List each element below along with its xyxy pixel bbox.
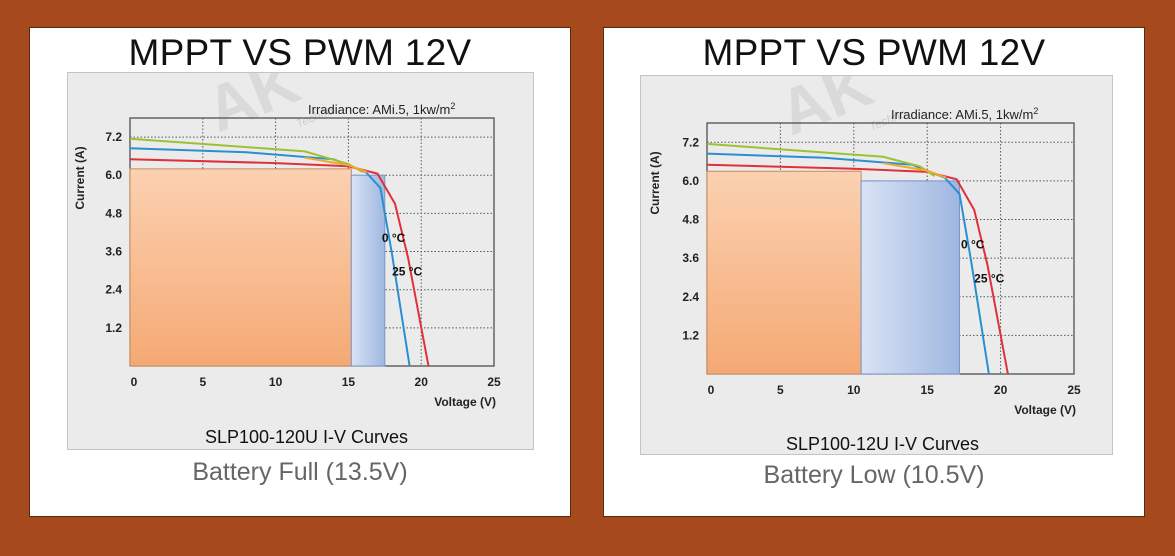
x-tick-label: 15 — [921, 383, 935, 397]
x-tick-label: 0 — [708, 383, 715, 397]
chart-caption: SLP100-12U I-V Curves — [786, 434, 979, 454]
y-tick-label: 6.0 — [682, 174, 699, 188]
chart-panel-right: MPPT VS PWM 12V AK Techno Irradiance: AMi.… — [603, 27, 1145, 517]
panel-title: MPPT VS PWM 12V — [128, 32, 472, 73]
x-tick-label: 20 — [994, 383, 1008, 397]
x-tick-label: 25 — [487, 375, 501, 389]
y-axis-label: Current (A) — [648, 151, 662, 214]
y-tick-label: 7.2 — [682, 135, 699, 149]
mppt-power-area — [350, 174, 386, 367]
pwm-power-area — [706, 170, 862, 375]
y-tick-label: 6.0 — [105, 168, 122, 182]
watermark: AK — [196, 73, 309, 146]
curve-annotation: 25 °C — [392, 264, 422, 278]
y-tick-label: 4.8 — [682, 213, 699, 227]
curve-annotation: 0 °C — [382, 231, 406, 245]
mppt-power-area — [860, 180, 960, 375]
x-tick-label: 15 — [342, 375, 356, 389]
curve-annotation: 25 °C — [974, 271, 1004, 285]
y-tick-label: 7.2 — [105, 130, 122, 144]
x-tick-label: 20 — [415, 375, 429, 389]
irradiance-sup: 2 — [450, 101, 455, 111]
y-tick-label: 3.6 — [682, 251, 699, 265]
pwm-power-area — [129, 168, 352, 367]
watermark: AK — [769, 76, 882, 149]
y-tick-label: 1.2 — [105, 321, 122, 335]
panel-subtitle: Battery Low (10.5V) — [763, 461, 985, 489]
iv-curve-1 — [129, 158, 430, 367]
x-tick-label: 5 — [777, 383, 784, 397]
x-tick-label: 0 — [131, 375, 138, 389]
panel-title: MPPT VS PWM 12V — [702, 32, 1046, 73]
x-tick-label: 10 — [269, 375, 283, 389]
iv-curve-3 — [883, 162, 947, 179]
y-tick-label: 1.2 — [682, 328, 699, 342]
y-tick-label: 4.8 — [105, 206, 122, 220]
chart-card: AK Techno Irradiance: AMi.5, 1kw/m2 0 °C 25 … — [67, 72, 534, 450]
x-tick-label: 25 — [1067, 383, 1081, 397]
y-tick-label: 2.4 — [682, 290, 699, 304]
iv-curve-3 — [304, 156, 368, 174]
irradiance-label: Irradiance: AMi.5, 1kw/m2 — [891, 106, 1038, 122]
iv-curve-2 — [129, 137, 364, 173]
chart-caption: SLP100-120U I-V Curves — [205, 427, 408, 447]
x-axis-label: Voltage (V) — [434, 395, 496, 409]
curve-annotation: 0 °C — [961, 238, 985, 252]
irradiance-label: Irradiance: AMi.5, 1kw/m2 — [308, 101, 455, 117]
x-axis-label: Voltage (V) — [1014, 403, 1076, 417]
y-axis-label: Current (A) — [73, 146, 87, 209]
panel-subtitle: Battery Full (13.5V) — [192, 458, 408, 486]
irradiance-sup: 2 — [1033, 106, 1038, 116]
x-tick-label: 10 — [847, 383, 861, 397]
chart-card: AK Techno Irradiance: AMi.5, 1kw/m2 0 °C 25 … — [640, 75, 1113, 455]
iv-curve-1 — [706, 163, 1009, 375]
chart-panel-left: MPPT VS PWM 12V AK Techno Irradiance: AMi.… — [29, 27, 571, 517]
y-tick-label: 3.6 — [105, 245, 122, 259]
x-tick-label: 5 — [199, 375, 206, 389]
y-tick-label: 2.4 — [105, 283, 122, 297]
